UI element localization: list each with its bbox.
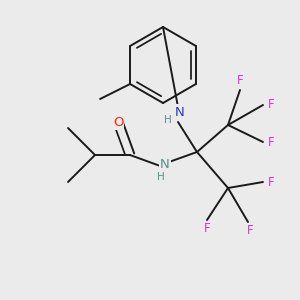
Text: F: F	[247, 224, 253, 236]
Text: N: N	[160, 158, 170, 170]
Text: F: F	[237, 74, 243, 88]
Text: N: N	[175, 106, 185, 118]
Text: F: F	[268, 136, 274, 148]
Text: F: F	[268, 176, 274, 188]
Text: F: F	[268, 98, 274, 112]
Text: H: H	[157, 172, 165, 182]
Text: O: O	[113, 116, 123, 128]
Text: H: H	[164, 115, 172, 125]
Text: F: F	[204, 221, 210, 235]
